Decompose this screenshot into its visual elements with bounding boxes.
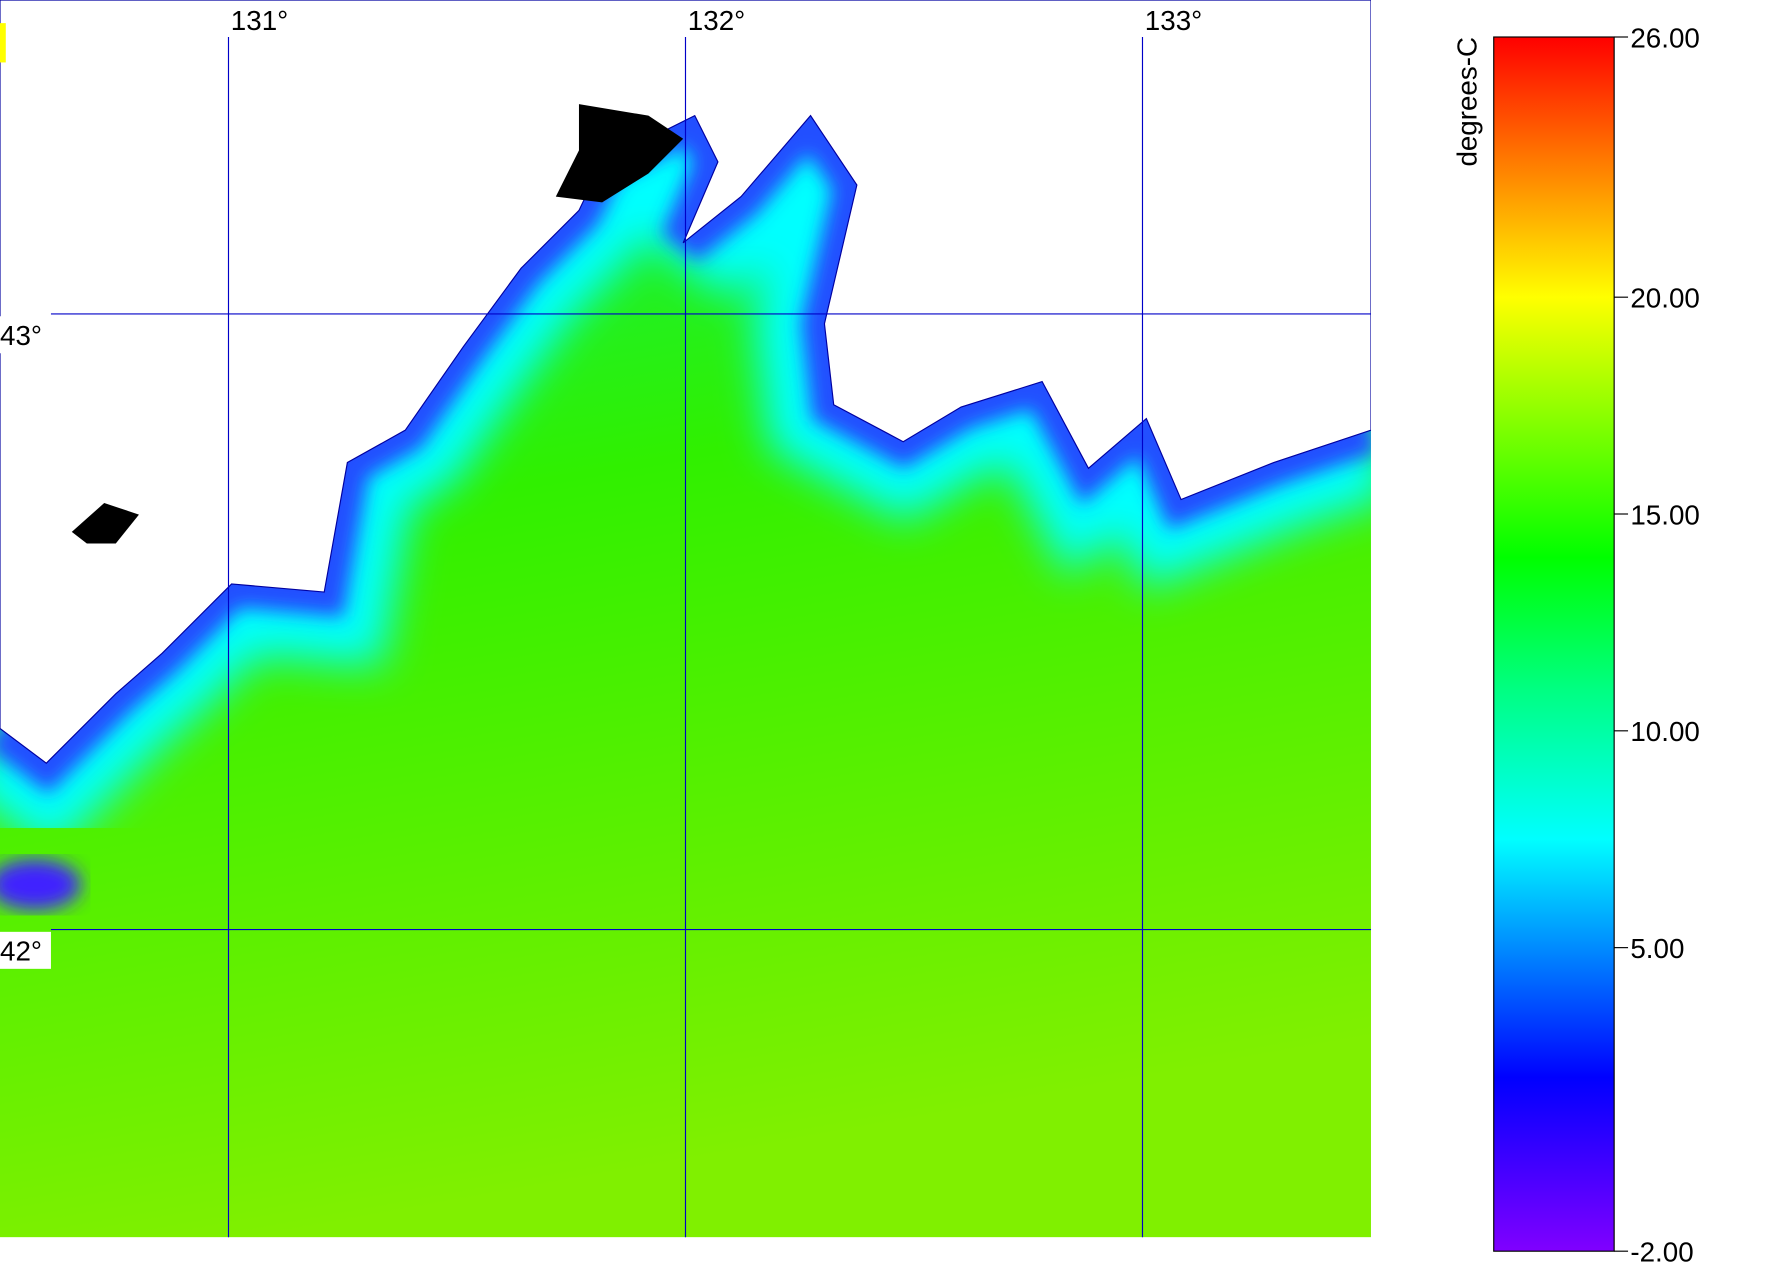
colorbar-tick-label: 26.00 [1630, 22, 1700, 53]
lon-label: 132° [688, 5, 745, 36]
lon-label: 131° [231, 5, 288, 36]
colorbar [1493, 36, 1615, 1252]
label-bg [0, 316, 51, 354]
no-data [71, 503, 139, 544]
lon-label: 133° [1145, 5, 1202, 36]
colorbar-tick-label: -2.00 [1630, 1237, 1693, 1268]
colorbar-tick-label: 5.00 [1630, 933, 1684, 964]
colorbar-tick-label: 20.00 [1630, 283, 1700, 314]
label-bg [0, 931, 51, 969]
colorbar-tick-label: 15.00 [1630, 499, 1700, 530]
lat-label: 43° [0, 320, 42, 351]
colorbar-label: degrees-C [1451, 37, 1482, 167]
cold-spot [0, 859, 82, 911]
marker [0, 23, 6, 63]
land [0, 0, 1371, 764]
no-data [555, 104, 684, 203]
lat-label: 42° [0, 936, 42, 967]
colorbar-tick-label: 10.00 [1630, 716, 1700, 747]
